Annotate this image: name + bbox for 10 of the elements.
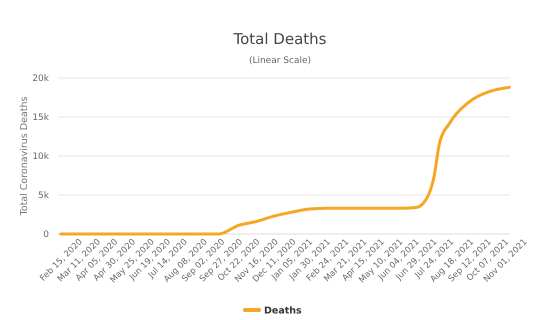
- y-axis-title: Total Coronavirus Deaths: [19, 96, 30, 216]
- line-series: [59, 86, 511, 236]
- legend-label: Deaths: [264, 305, 302, 316]
- y-tick-label: 0: [43, 230, 50, 240]
- chart-subtitle: (Linear Scale): [248, 56, 312, 66]
- y-tick-label: 15k: [32, 112, 50, 123]
- chart-title: Total Deaths: [232, 30, 327, 48]
- y-tick-label: 20k: [32, 74, 50, 84]
- y-tick-label: 10k: [32, 152, 50, 162]
- y-tick-label: 5k: [38, 190, 50, 201]
